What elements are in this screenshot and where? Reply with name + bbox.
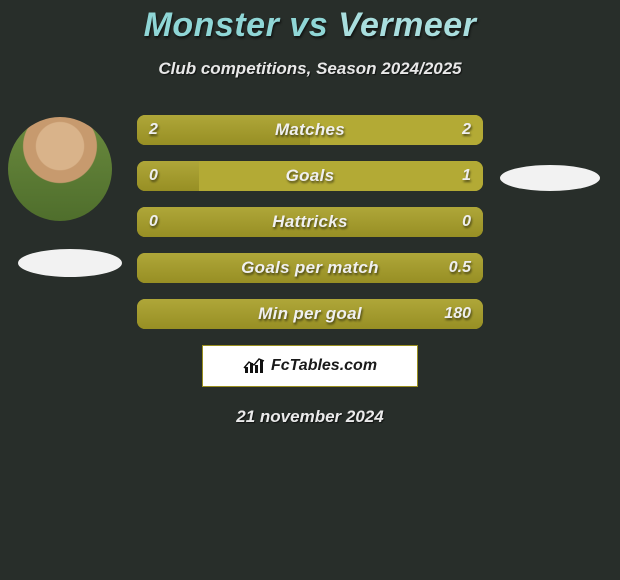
avatar-image [8, 117, 112, 221]
brand-box[interactable]: FcTables.com [202, 345, 418, 387]
stat-value-right: 180 [432, 299, 483, 329]
stat-label: Min per goal [137, 299, 483, 329]
player2-name-ellipse [500, 165, 600, 191]
player1-name-ellipse [18, 249, 122, 277]
stat-bars: 2Matches20Goals10Hattricks0Goals per mat… [137, 115, 483, 329]
brand-text: FcTables.com [271, 357, 377, 375]
comparison-card: Monster vs Vermeer Club competitions, Se… [0, 0, 620, 427]
stat-label: Goals [137, 161, 483, 191]
title-player1: Monster [144, 6, 280, 44]
stat-label: Goals per match [137, 253, 483, 283]
stats-stage: 2Matches20Goals10Hattricks0Goals per mat… [0, 115, 620, 427]
stat-bar: 0Hattricks0 [137, 207, 483, 237]
stat-bar: Goals per match0.5 [137, 253, 483, 283]
stat-bar: Min per goal180 [137, 299, 483, 329]
date-text: 21 november 2024 [0, 407, 620, 427]
brand-chart-icon [243, 357, 265, 375]
title-player2: Vermeer [338, 6, 476, 44]
stat-bar: 0Goals1 [137, 161, 483, 191]
title-vs: vs [289, 6, 328, 44]
stat-value-right: 2 [450, 115, 483, 145]
stat-value-right: 0 [450, 207, 483, 237]
stat-bar: 2Matches2 [137, 115, 483, 145]
stat-label: Hattricks [137, 207, 483, 237]
subtitle: Club competitions, Season 2024/2025 [0, 59, 620, 79]
stat-value-right: 1 [450, 161, 483, 191]
page-title: Monster vs Vermeer [0, 6, 620, 45]
stat-label: Matches [137, 115, 483, 145]
player1-avatar [8, 117, 112, 221]
stat-value-right: 0.5 [437, 253, 483, 283]
